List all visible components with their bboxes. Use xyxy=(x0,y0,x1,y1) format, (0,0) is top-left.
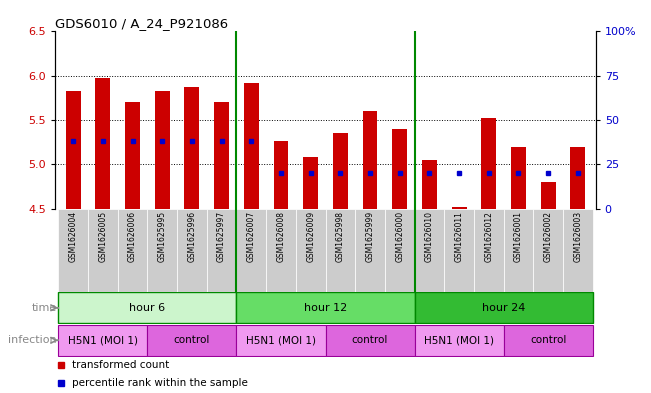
FancyBboxPatch shape xyxy=(326,325,415,356)
Text: H5N1 (MOI 1): H5N1 (MOI 1) xyxy=(246,335,316,345)
Text: hour 6: hour 6 xyxy=(130,303,165,313)
Text: GSM1626009: GSM1626009 xyxy=(306,211,315,263)
FancyBboxPatch shape xyxy=(326,209,355,292)
FancyBboxPatch shape xyxy=(59,325,147,356)
Bar xyxy=(96,79,110,209)
Text: GSM1626012: GSM1626012 xyxy=(484,211,493,262)
Text: percentile rank within the sample: percentile rank within the sample xyxy=(72,378,247,387)
Text: GSM1626007: GSM1626007 xyxy=(247,211,256,263)
FancyBboxPatch shape xyxy=(236,325,326,356)
Bar xyxy=(363,111,378,209)
FancyBboxPatch shape xyxy=(147,325,236,356)
FancyBboxPatch shape xyxy=(88,209,118,292)
FancyBboxPatch shape xyxy=(296,209,326,292)
Bar xyxy=(393,129,407,209)
Text: hour 24: hour 24 xyxy=(482,303,525,313)
Text: GSM1626011: GSM1626011 xyxy=(454,211,464,262)
FancyBboxPatch shape xyxy=(504,209,533,292)
Bar xyxy=(511,147,526,209)
FancyBboxPatch shape xyxy=(147,209,177,292)
FancyBboxPatch shape xyxy=(266,209,296,292)
Text: GSM1626001: GSM1626001 xyxy=(514,211,523,262)
Text: control: control xyxy=(174,335,210,345)
FancyBboxPatch shape xyxy=(177,209,207,292)
Text: GSM1625996: GSM1625996 xyxy=(187,211,197,263)
Bar xyxy=(422,160,437,209)
FancyBboxPatch shape xyxy=(563,209,592,292)
FancyBboxPatch shape xyxy=(118,209,147,292)
FancyBboxPatch shape xyxy=(444,209,474,292)
FancyBboxPatch shape xyxy=(504,325,592,356)
FancyBboxPatch shape xyxy=(355,209,385,292)
Text: H5N1 (MOI 1): H5N1 (MOI 1) xyxy=(424,335,494,345)
Text: GSM1626000: GSM1626000 xyxy=(395,211,404,263)
Text: H5N1 (MOI 1): H5N1 (MOI 1) xyxy=(68,335,138,345)
Bar xyxy=(452,207,467,209)
Text: GSM1626008: GSM1626008 xyxy=(277,211,286,262)
Bar xyxy=(273,141,288,209)
Bar xyxy=(214,102,229,209)
Text: GSM1625998: GSM1625998 xyxy=(336,211,345,262)
Bar xyxy=(481,118,496,209)
Bar xyxy=(303,157,318,209)
Text: GSM1626006: GSM1626006 xyxy=(128,211,137,263)
FancyBboxPatch shape xyxy=(385,209,415,292)
Text: GSM1625995: GSM1625995 xyxy=(158,211,167,263)
Text: GSM1625997: GSM1625997 xyxy=(217,211,226,263)
Text: transformed count: transformed count xyxy=(72,360,169,370)
Bar xyxy=(155,91,170,209)
Text: GSM1626004: GSM1626004 xyxy=(68,211,77,263)
FancyBboxPatch shape xyxy=(415,325,504,356)
Text: GSM1625999: GSM1625999 xyxy=(365,211,374,263)
FancyBboxPatch shape xyxy=(415,292,592,323)
FancyBboxPatch shape xyxy=(59,209,88,292)
Text: GSM1626002: GSM1626002 xyxy=(544,211,553,262)
Text: hour 12: hour 12 xyxy=(304,303,347,313)
Text: GSM1626005: GSM1626005 xyxy=(98,211,107,263)
FancyBboxPatch shape xyxy=(236,209,266,292)
FancyBboxPatch shape xyxy=(236,292,415,323)
Text: time: time xyxy=(31,303,57,313)
FancyBboxPatch shape xyxy=(207,209,236,292)
Bar xyxy=(333,132,348,209)
Bar xyxy=(541,182,555,209)
Text: infection: infection xyxy=(8,335,57,345)
Bar xyxy=(125,102,140,209)
Bar xyxy=(66,91,81,209)
Text: control: control xyxy=(530,335,566,345)
Text: GDS6010 / A_24_P921086: GDS6010 / A_24_P921086 xyxy=(55,17,229,30)
Bar xyxy=(244,83,258,209)
FancyBboxPatch shape xyxy=(474,209,504,292)
FancyBboxPatch shape xyxy=(59,292,236,323)
Bar xyxy=(184,87,199,209)
Text: GSM1626003: GSM1626003 xyxy=(574,211,583,263)
Text: control: control xyxy=(352,335,388,345)
FancyBboxPatch shape xyxy=(415,209,444,292)
FancyBboxPatch shape xyxy=(533,209,563,292)
Bar xyxy=(570,147,585,209)
Text: GSM1626010: GSM1626010 xyxy=(425,211,434,262)
